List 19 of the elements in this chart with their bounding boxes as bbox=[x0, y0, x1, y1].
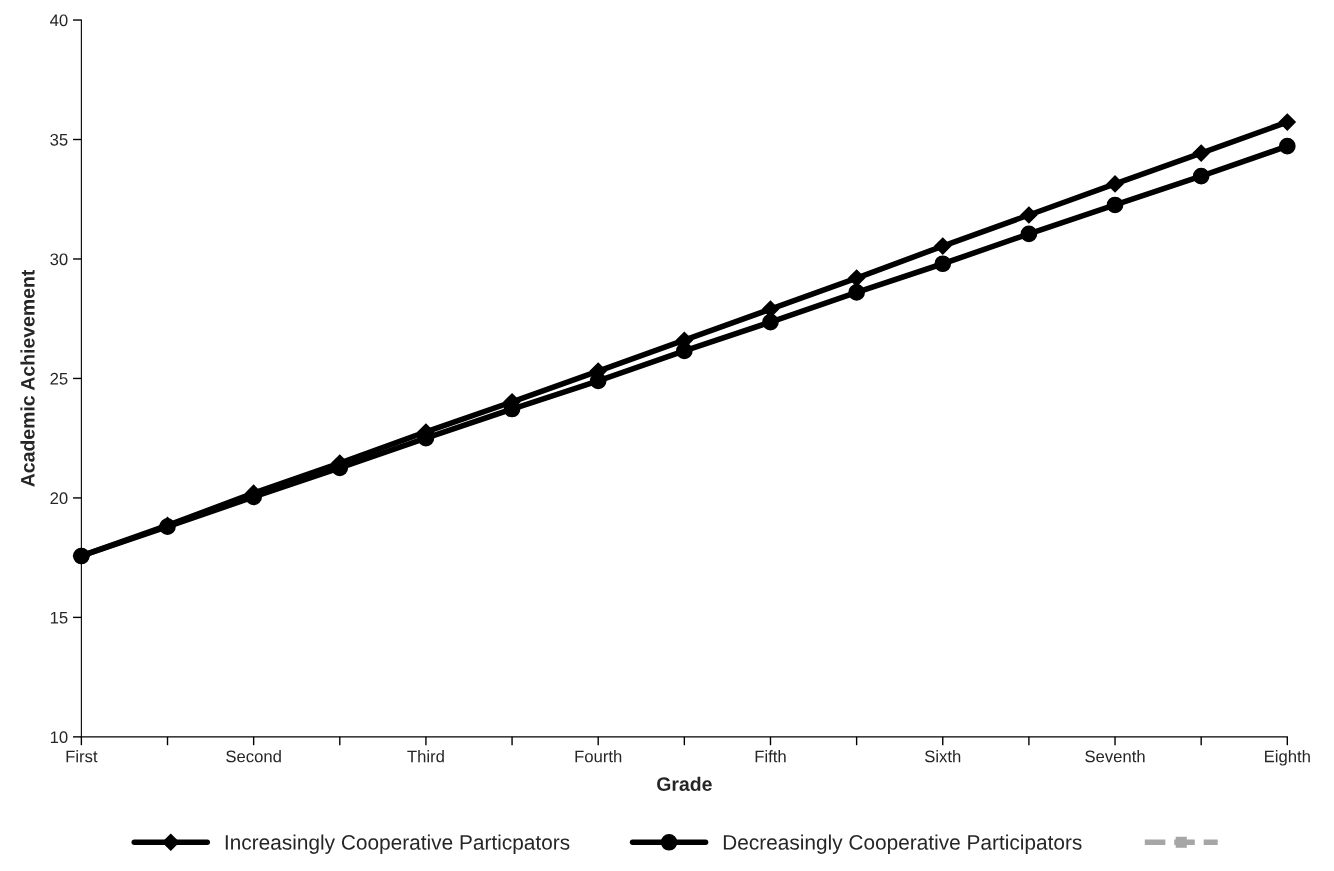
y-tick-label: 35 bbox=[50, 133, 68, 146]
x-tick-label: Fourth bbox=[575, 750, 622, 763]
x-tick-label: Sixth bbox=[924, 750, 961, 763]
x-tick-label: Fifth bbox=[755, 750, 786, 763]
x-axis-title: Grade bbox=[657, 776, 712, 791]
x-tick-label: Second bbox=[226, 750, 281, 763]
y-tick-label: 15 bbox=[50, 611, 68, 624]
y-axis-title: Academic Achievement bbox=[20, 269, 35, 487]
x-tick-label: First bbox=[66, 750, 98, 763]
y-tick-label: 20 bbox=[50, 492, 68, 505]
y-tick-label: 10 bbox=[50, 731, 68, 744]
y-tick-label: 25 bbox=[50, 372, 68, 385]
x-tick-label: Third bbox=[407, 750, 444, 763]
legend-label: Decreasingly Cooperative Participators bbox=[723, 834, 1082, 854]
x-tick-label: Eighth bbox=[1265, 750, 1310, 766]
y-tick-label: 30 bbox=[50, 253, 68, 266]
legend-label: Increasingly Cooperative Particpators bbox=[225, 834, 570, 854]
x-tick-label: Seventh bbox=[1085, 750, 1145, 763]
y-tick-label: 40 bbox=[50, 14, 68, 27]
